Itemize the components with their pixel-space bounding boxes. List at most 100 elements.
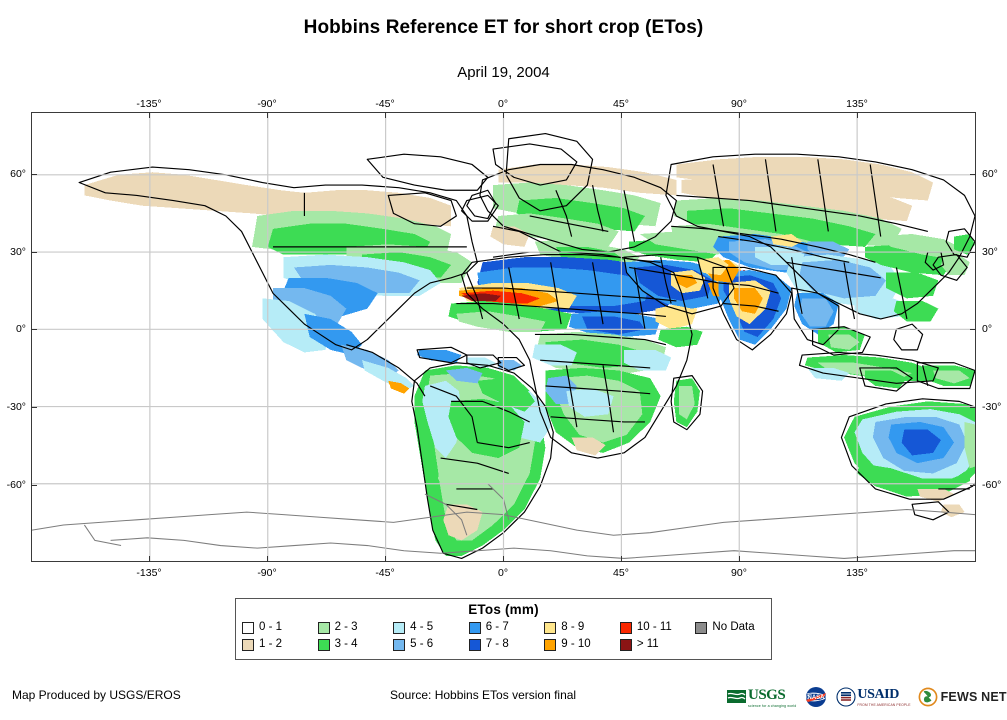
legend-item-0-1[interactable]: 0 - 1 [242, 619, 318, 636]
x-tick-label-bottom-4: 45° [613, 567, 629, 579]
x-tick-label-5: 90° [731, 98, 747, 110]
usaid-logo-tagline: FROM THE AMERICAN PEOPLE [857, 703, 911, 707]
x-tickmark-top-2 [385, 112, 386, 118]
legend-item-6-7[interactable]: 6 - 7 [468, 619, 545, 636]
legend-item-4-5[interactable]: 4 - 5 [393, 619, 469, 636]
y-tickmark-right-0 [970, 174, 976, 175]
x-tickmark-top-0 [149, 112, 150, 118]
x-tick-label-bottom-1: -90° [257, 567, 277, 579]
x-tickmark-bottom-4 [621, 556, 622, 562]
y-tick-label-right-2: 0° [982, 323, 993, 335]
x-tick-label-bottom-2: -45° [375, 567, 395, 579]
x-tick-label-1: -90° [257, 98, 277, 110]
legend-label-7-8: 7 - 8 [485, 638, 509, 650]
x-tick-label-2: -45° [375, 98, 395, 110]
legend-item-7-8[interactable]: 7 - 8 [468, 636, 545, 653]
legend-label-1-2: 1 - 2 [259, 638, 283, 650]
legend-swatch-9-10 [544, 638, 557, 651]
x-tickmark-bottom-5 [739, 556, 740, 562]
usgs-wave-icon [727, 690, 746, 703]
x-tick-label-bottom-5: 90° [731, 567, 747, 579]
y-tickmark-right-4 [970, 485, 976, 486]
graticule-layer [32, 113, 975, 561]
legend-swatch-no-data [695, 621, 708, 634]
y-tick-label-right-3: -30° [982, 401, 1002, 413]
legend-swatch-gt-11 [619, 638, 632, 651]
legend-swatch-7-8 [468, 638, 481, 651]
usgs-logo[interactable]: USGS science for a changing world [727, 684, 796, 710]
x-tickmark-bottom-2 [385, 556, 386, 562]
legend-item-2-3[interactable]: 2 - 3 [317, 619, 394, 636]
x-tickmark-bottom-3 [503, 556, 504, 562]
page-title: Hobbins Reference ET for short crop (ETo… [303, 17, 704, 38]
footer-source: Source: Hobbins ETos version final [390, 688, 577, 702]
usaid-logo-text: USAID [857, 687, 899, 702]
x-tick-label-bottom-6: 135° [846, 567, 868, 579]
legend-items: 0 - 1 2 - 3 4 - 5 6 - 7 8 - 9 10 - 11 No… [242, 619, 771, 653]
etos-raster-layer [84, 156, 975, 556]
footer-produced-by: Map Produced by USGS/EROS [12, 688, 181, 702]
x-tickmark-top-4 [621, 112, 622, 118]
nasa-logo[interactable]: NASA [803, 684, 829, 710]
legend-item-5-6[interactable]: 5 - 6 [393, 636, 469, 653]
y-tick-label-4: -60° [6, 479, 26, 491]
y-tickmark-left-0 [31, 174, 37, 175]
fews-net-logo[interactable]: FEWS NET [918, 684, 1007, 710]
x-tickmark-bottom-0 [149, 556, 150, 562]
legend-label-4-5: 4 - 5 [410, 621, 434, 633]
y-tickmark-right-2 [970, 329, 976, 330]
legend-item-10-11[interactable]: 10 - 11 [619, 619, 696, 636]
legend-title: ETos (mm) [468, 602, 539, 617]
legend-swatch-1-2 [242, 638, 254, 651]
usaid-logo[interactable]: USAID FROM THE AMERICAN PEOPLE [836, 684, 910, 710]
world-map-svg [32, 113, 975, 561]
y-tick-label-3: -30° [6, 401, 26, 413]
legend-swatch-3-4 [317, 638, 330, 651]
legend-label-gt-11: > 11 [636, 638, 659, 650]
map-legend: ETos (mm) 0 - 1 2 - 3 4 - 5 6 - 7 8 - 9 … [235, 598, 772, 660]
legend-swatch-5-6 [393, 638, 406, 651]
legend-label-10-11: 10 - 11 [636, 621, 672, 633]
legend-swatch-2-3 [317, 621, 330, 634]
legend-label-3-4: 3 - 4 [334, 638, 358, 650]
page-subtitle: April 19, 2004 [457, 64, 550, 81]
y-tickmark-left-1 [31, 252, 37, 253]
y-tick-label-right-0: 60° [982, 168, 998, 180]
y-tick-label-2: 0° [15, 323, 26, 335]
legend-swatch-0-1 [242, 621, 254, 634]
usgs-logo-tagline: science for a changing world [748, 703, 797, 708]
usaid-seal-icon [836, 687, 856, 707]
legend-swatch-8-9 [544, 621, 557, 634]
nasa-meatball-icon: NASA [806, 687, 827, 707]
legend-item-9-10[interactable]: 9 - 10 [544, 636, 620, 653]
legend-label-8-9: 8 - 9 [561, 621, 585, 633]
legend-item-1-2[interactable]: 1 - 2 [242, 636, 318, 653]
legend-item-gt-11[interactable]: > 11 [619, 636, 696, 653]
x-tick-label-4: 45° [613, 98, 629, 110]
legend-item-3-4[interactable]: 3 - 4 [317, 636, 394, 653]
legend-label-no-data: No Data [712, 621, 755, 633]
x-tickmark-bottom-6 [857, 556, 858, 562]
y-tick-label-right-4: -60° [982, 479, 1002, 491]
fews-net-logo-text: FEWS NET [940, 690, 1007, 704]
y-tickmark-left-3 [31, 407, 37, 408]
y-tickmark-left-2 [31, 329, 37, 330]
svg-text:NASA: NASA [808, 695, 826, 701]
x-tick-label-0: -135° [136, 98, 162, 110]
y-tick-label-0: 60° [10, 168, 26, 180]
map-canvas[interactable] [31, 112, 976, 562]
usgs-logo-text: USGS [748, 686, 786, 703]
legend-item-no-data[interactable]: No Data [695, 619, 771, 636]
y-tickmark-right-1 [970, 252, 976, 253]
x-tickmark-top-6 [857, 112, 858, 118]
x-tick-label-6: 135° [846, 98, 868, 110]
x-tick-label-bottom-3: 0° [497, 567, 509, 579]
legend-label-2-3: 2 - 3 [334, 621, 358, 633]
y-tick-label-1: 30° [10, 246, 26, 258]
legend-item-8-9[interactable]: 8 - 9 [544, 619, 620, 636]
y-tick-label-right-1: 30° [982, 246, 998, 258]
x-tickmark-bottom-1 [267, 556, 268, 562]
legend-label-0-1: 0 - 1 [259, 621, 283, 633]
legend-label-6-7: 6 - 7 [485, 621, 509, 633]
legend-item-empty [695, 636, 771, 653]
